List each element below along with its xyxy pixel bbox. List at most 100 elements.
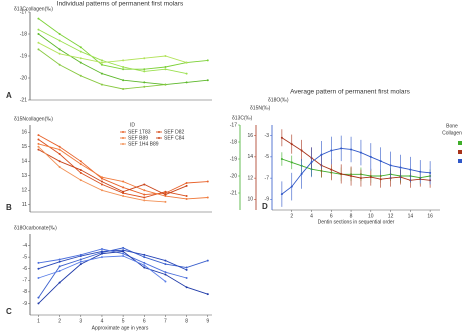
y-tick-label: 16	[21, 130, 27, 136]
point	[122, 186, 125, 189]
point	[206, 59, 209, 62]
point	[79, 179, 82, 182]
point	[164, 190, 167, 193]
point	[122, 66, 125, 68]
point	[58, 258, 61, 261]
point	[100, 252, 103, 255]
point	[185, 266, 188, 269]
point	[143, 199, 146, 202]
legend-label: SEF C84	[164, 135, 185, 141]
series-line	[38, 29, 187, 75]
x-tick-label: 6	[143, 318, 146, 324]
point	[429, 171, 432, 174]
point	[185, 276, 188, 279]
point	[419, 170, 422, 173]
point	[164, 193, 167, 196]
y-tick-label: 12	[247, 175, 253, 181]
point	[206, 180, 209, 183]
point	[164, 192, 167, 195]
point	[122, 246, 125, 249]
point	[37, 134, 40, 137]
point	[37, 145, 40, 148]
y-tick-label: 14	[247, 154, 253, 160]
point	[389, 164, 392, 167]
point	[143, 85, 146, 88]
point	[280, 193, 283, 196]
point	[100, 63, 103, 66]
y-tick-label: -4	[23, 243, 28, 249]
point	[79, 46, 82, 49]
point	[100, 176, 103, 179]
point	[58, 145, 61, 148]
y-tick-label: 15	[21, 144, 27, 150]
point	[310, 161, 313, 164]
point	[164, 259, 167, 262]
point	[369, 155, 372, 158]
axis-label: δ13Ccollagen(‰)	[14, 6, 53, 12]
point	[164, 271, 167, 274]
axis-label: δ15Ncollagen(‰)	[14, 116, 53, 122]
legend-label: SEF 1H4 B89	[128, 141, 159, 147]
series-line	[38, 149, 187, 196]
y-tick-label: -18	[20, 31, 27, 37]
point	[37, 142, 40, 145]
point	[300, 149, 303, 152]
point	[164, 273, 167, 276]
x-tick-label: 2	[58, 318, 61, 324]
point	[340, 172, 343, 175]
point	[290, 161, 293, 164]
point	[37, 17, 40, 20]
x-tick-label: 5	[122, 318, 125, 324]
point	[100, 83, 103, 86]
y-tick-label: 10	[247, 197, 253, 203]
point	[79, 253, 82, 256]
point	[143, 68, 146, 71]
y-tick-label: -19	[230, 156, 237, 162]
point	[122, 250, 125, 253]
point	[122, 254, 125, 257]
y-tick-label: 14	[21, 159, 27, 165]
point	[164, 55, 167, 57]
series-line	[38, 42, 187, 64]
point	[143, 183, 146, 186]
point	[37, 276, 40, 279]
axis-label: δ18O(‰)	[268, 97, 289, 103]
point	[58, 270, 61, 273]
x-tick-label: 8	[185, 318, 188, 324]
y-tick-label: 16	[247, 133, 253, 139]
point	[143, 70, 146, 73]
x-tick-label: 4	[101, 318, 104, 324]
point	[379, 160, 382, 163]
point	[206, 293, 209, 296]
panel-label: B	[6, 203, 12, 212]
x-tick-label: 6	[330, 213, 333, 219]
point	[37, 261, 40, 264]
point	[58, 160, 61, 163]
legend-marker	[122, 131, 124, 133]
point	[206, 196, 209, 199]
x-tick-label: 3	[79, 318, 82, 324]
point	[58, 265, 61, 268]
point	[122, 68, 125, 71]
point	[122, 252, 125, 255]
point	[340, 147, 343, 150]
point	[37, 296, 40, 299]
point	[79, 57, 82, 60]
point	[164, 66, 167, 68]
point	[359, 151, 362, 154]
y-tick-label: -20	[20, 75, 27, 81]
point	[143, 81, 146, 84]
point	[79, 263, 82, 266]
y-tick-label: -5	[265, 154, 270, 160]
point	[100, 59, 103, 62]
point	[359, 177, 362, 180]
point	[185, 61, 188, 64]
point	[100, 256, 103, 259]
point	[79, 163, 82, 166]
point	[58, 281, 61, 284]
legend-marker	[158, 131, 160, 133]
point	[409, 168, 412, 171]
point	[100, 248, 103, 251]
point	[58, 52, 61, 55]
x-tick-label: 10	[368, 213, 374, 219]
